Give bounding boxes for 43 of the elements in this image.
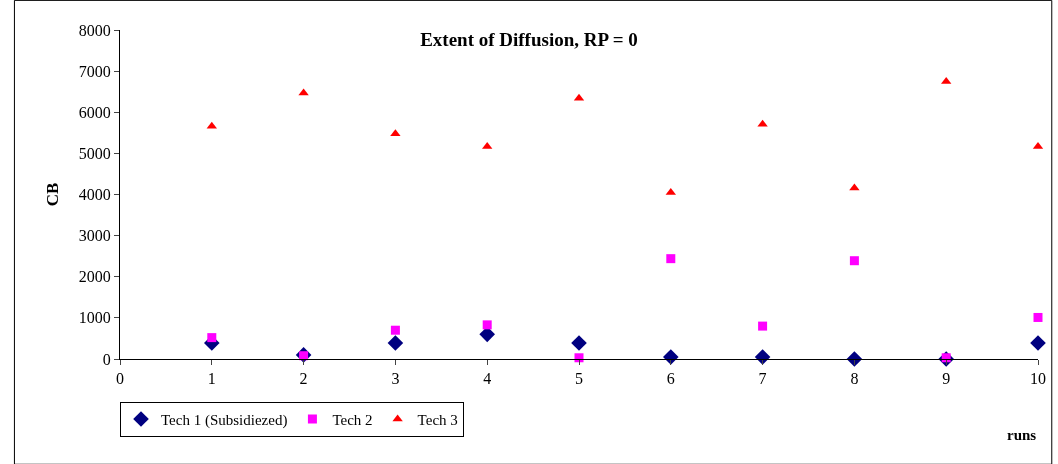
point [1033, 312, 1043, 322]
point [758, 321, 768, 331]
y-tick-label: 8000 [78, 21, 111, 39]
y-axis-title: CB [43, 182, 63, 207]
x-tick-label: 4 [483, 370, 492, 388]
point [754, 349, 771, 365]
point [207, 333, 217, 343]
x-tick-label: 6 [666, 370, 675, 388]
x-tick-label: 2 [299, 370, 308, 388]
y-tick-label: 2000 [78, 268, 111, 286]
x-tick-label: 0 [116, 370, 124, 388]
point [390, 325, 400, 335]
point [665, 187, 676, 195]
y-tick-label: 1000 [78, 309, 111, 327]
y-tick-label: 4000 [78, 186, 111, 204]
x-tick-label: 9 [942, 370, 951, 388]
x-tick-label: 10 [1030, 370, 1046, 388]
point [666, 254, 676, 264]
y-tick-label: 3000 [78, 227, 111, 245]
point [849, 256, 859, 266]
y-tick-label: 7000 [78, 62, 111, 80]
x-tick-label: 5 [575, 370, 583, 388]
x-tick-label: 1 [207, 370, 216, 388]
point [846, 351, 863, 367]
y-tick-label: 5000 [78, 144, 111, 162]
x-tick-label: 8 [850, 370, 859, 388]
legend-label: Tech 3 [417, 411, 458, 428]
point [482, 320, 492, 330]
y-tick-label: 0 [102, 350, 111, 368]
x-tick-label: 7 [758, 370, 767, 388]
x-axis-title: runs [1007, 427, 1037, 443]
point [387, 335, 404, 351]
point [298, 88, 309, 96]
point [1030, 335, 1046, 351]
y-tick-label: 6000 [78, 103, 111, 121]
point [941, 76, 952, 84]
point [482, 141, 493, 149]
point [571, 335, 587, 351]
legend-label: Tech 2 [332, 411, 373, 428]
legend-label: Tech 1 (Subsidiezed) [161, 411, 288, 429]
x-tick-label: 3 [391, 370, 400, 388]
point [849, 183, 860, 191]
chart-title: Extent of Diffusion, RP = 0 [420, 28, 638, 50]
